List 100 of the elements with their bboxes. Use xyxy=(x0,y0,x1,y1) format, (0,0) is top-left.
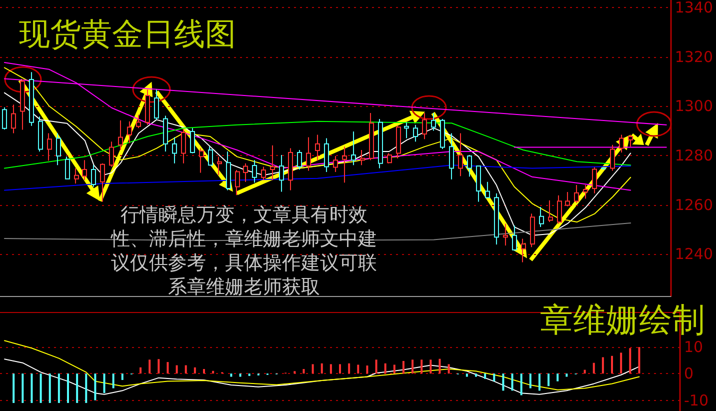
candlestick xyxy=(306,136,311,172)
candlestick xyxy=(217,156,222,176)
bar xyxy=(584,370,586,374)
bar xyxy=(438,358,441,374)
candlestick xyxy=(333,155,338,172)
candlestick xyxy=(20,79,25,130)
candlestick xyxy=(485,181,490,199)
bar xyxy=(58,374,60,403)
candlestick xyxy=(351,131,356,166)
candlestick xyxy=(38,116,43,152)
candlestick xyxy=(342,146,347,184)
candlestick xyxy=(387,152,392,164)
bar xyxy=(212,370,214,374)
candlestick xyxy=(199,148,204,174)
candlestick xyxy=(154,89,159,120)
candlestick xyxy=(145,89,150,126)
candlestick xyxy=(396,125,401,159)
y-tick-label: 10 xyxy=(684,338,704,356)
line-series xyxy=(4,340,640,390)
bar xyxy=(511,374,514,391)
bar xyxy=(357,364,360,374)
bar xyxy=(330,364,332,374)
bar xyxy=(85,374,88,403)
y-tick-label: 1280 xyxy=(674,146,714,164)
bar xyxy=(538,374,540,391)
bar xyxy=(302,368,305,374)
candlestick xyxy=(530,213,535,248)
candlestick xyxy=(127,120,132,144)
bar xyxy=(22,374,24,403)
candlestick xyxy=(118,120,123,151)
text: 现货黄金日线图 xyxy=(19,16,236,52)
bar xyxy=(529,374,532,388)
bar xyxy=(140,367,142,374)
candlestick xyxy=(208,146,213,166)
candlestick xyxy=(467,154,472,178)
candlestick xyxy=(610,144,615,172)
candlestick xyxy=(449,132,454,180)
bar xyxy=(484,374,486,379)
bar xyxy=(475,374,477,377)
bar xyxy=(94,374,96,400)
y-tick-label: 1260 xyxy=(674,196,714,214)
candlestick xyxy=(565,191,570,207)
bar xyxy=(76,374,78,403)
candlestick xyxy=(288,148,293,191)
bar xyxy=(294,371,296,374)
y-tick-label: -10 xyxy=(684,391,708,410)
candlestick xyxy=(315,134,320,162)
bar xyxy=(203,368,205,374)
candlestick xyxy=(539,206,544,228)
candlestick xyxy=(503,223,508,246)
candlestick xyxy=(548,200,553,223)
bar xyxy=(12,374,15,403)
candlestick xyxy=(431,112,436,132)
bar xyxy=(176,365,178,374)
bar xyxy=(502,374,504,391)
candlestick xyxy=(190,128,195,154)
y-tick-label: 1320 xyxy=(674,48,714,66)
candlestick xyxy=(521,238,526,263)
bar xyxy=(148,360,151,374)
candlestick xyxy=(458,132,463,177)
candlestick xyxy=(404,122,409,139)
candlestick xyxy=(378,118,383,169)
bar xyxy=(230,374,232,377)
bar xyxy=(466,374,468,377)
candlestick xyxy=(136,114,141,129)
bar xyxy=(520,374,522,396)
bar xyxy=(166,362,169,374)
candlestick xyxy=(74,168,79,184)
y-tick-label: 1340 xyxy=(674,0,714,16)
candlestick xyxy=(360,150,365,166)
bar xyxy=(239,374,242,377)
candlestick xyxy=(440,118,445,150)
bar xyxy=(366,366,368,374)
candlestick xyxy=(91,164,96,188)
bar xyxy=(638,347,640,374)
bar xyxy=(556,374,559,382)
bar xyxy=(320,363,323,374)
bar xyxy=(412,360,414,374)
candlestick xyxy=(243,162,248,182)
line-series xyxy=(4,120,632,169)
bar xyxy=(158,359,160,374)
line-series xyxy=(4,164,632,191)
candlestick xyxy=(557,194,562,224)
bar xyxy=(592,362,595,374)
candlestick xyxy=(297,150,302,170)
candlestick xyxy=(11,104,16,134)
bar xyxy=(67,374,69,403)
candlestick xyxy=(235,169,240,196)
candlestick xyxy=(583,184,588,200)
bar xyxy=(348,363,350,374)
bar xyxy=(375,360,378,374)
candlestick xyxy=(512,224,517,252)
candlestick xyxy=(279,154,284,192)
bar xyxy=(629,348,632,374)
bar xyxy=(194,367,196,374)
line-series xyxy=(4,67,632,223)
candlestick xyxy=(47,132,52,162)
bar xyxy=(430,360,432,374)
bar xyxy=(112,374,114,388)
candlestick xyxy=(172,136,177,164)
